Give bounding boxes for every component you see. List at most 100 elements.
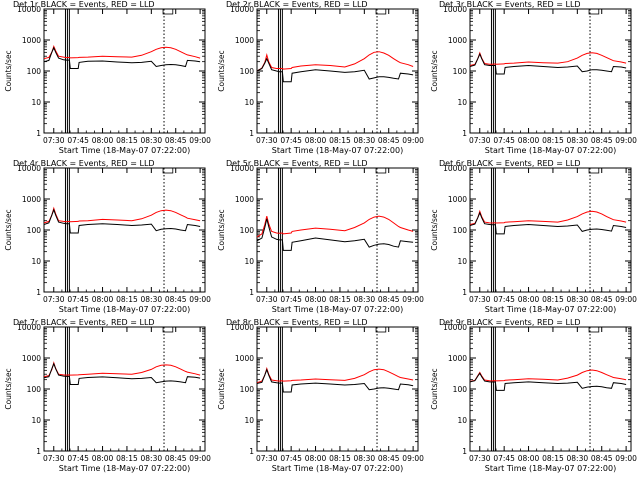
x-tick-label: 09:00: [189, 295, 211, 304]
x-tick-label: 07:30: [256, 136, 278, 145]
y-tick-label: 10000: [230, 323, 254, 332]
x-tick-label: 07:30: [469, 295, 491, 304]
x-tick-label: 08:45: [378, 295, 400, 304]
attenuator-marker: [375, 8, 387, 15]
y-tick-label: 10000: [443, 5, 467, 14]
panel-1: Det 1r BLACK = Events, RED = LLD 1 10 100 10…: [4, 0, 211, 155]
y-axis-label: Counts/sec: [430, 368, 439, 409]
y-tick-label: 1000: [235, 195, 254, 204]
x-tick-label: 08:15: [116, 454, 138, 463]
y-tick-label: 10000: [230, 5, 254, 14]
x-axis-label: Start Time (18-May-07 07:22:00): [272, 146, 403, 155]
y-tick-label: 10000: [443, 323, 467, 332]
series-events-line: [43, 362, 201, 385]
y-tick-label: 1: [462, 447, 467, 456]
y-tick-label: 1000: [22, 195, 41, 204]
x-tick-label: 07:45: [67, 295, 89, 304]
x-tick-label: 08:00: [305, 136, 327, 145]
x-tick-label: 08:45: [165, 454, 187, 463]
x-tick-label: 08:00: [518, 136, 540, 145]
attenuator-marker: [162, 8, 174, 15]
y-axis-label: Counts/sec: [217, 209, 226, 250]
y-tick-label: 100: [27, 226, 42, 235]
y-tick-label: 10: [31, 257, 41, 266]
series-lld-line: [43, 206, 201, 224]
x-axis-label: Start Time (18-May-07 07:22:00): [59, 146, 190, 155]
x-tick-label: 08:15: [116, 136, 138, 145]
panel-title: Det 1r BLACK = Events, RED = LLD: [13, 0, 155, 9]
x-tick-label: 08:30: [354, 454, 376, 463]
y-tick-label: 1: [249, 288, 254, 297]
x-tick-label: 07:45: [280, 136, 302, 145]
y-axis-label: Counts/sec: [430, 50, 439, 91]
panel-7: Det 7r BLACK = Events, RED = LLD 1 10 100 10…: [4, 318, 211, 473]
x-tick-label: 08:45: [591, 295, 613, 304]
y-tick-label: 1: [36, 447, 41, 456]
x-tick-label: 08:00: [92, 295, 114, 304]
x-tick-label: 08:45: [591, 454, 613, 463]
panel-title: Det 9r BLACK = Events, RED = LLD: [439, 318, 581, 327]
attenuator-marker: [375, 167, 387, 174]
series-events-line: [43, 208, 201, 234]
x-tick-label: 08:30: [567, 454, 589, 463]
x-tick-label: 07:30: [469, 454, 491, 463]
x-tick-label: 07:45: [67, 454, 89, 463]
plot-frame: [256, 8, 419, 134]
x-tick-label: 08:00: [518, 454, 540, 463]
x-tick-label: 09:00: [615, 454, 637, 463]
x-tick-label: 08:30: [141, 295, 163, 304]
y-tick-label: 10: [31, 98, 41, 107]
x-tick-label: 08:15: [329, 295, 351, 304]
series-events-line: [43, 46, 201, 69]
series-lld-line: [256, 215, 414, 238]
x-tick-label: 09:00: [402, 136, 424, 145]
panel-6: Det 6r BLACK = Events, RED = LLD 1 10 100 10…: [430, 159, 637, 314]
y-tick-label: 100: [453, 385, 468, 394]
x-tick-label: 08:30: [141, 136, 163, 145]
x-tick-label: 07:30: [43, 136, 65, 145]
series-lld-line: [469, 209, 627, 225]
x-tick-label: 09:00: [189, 136, 211, 145]
panel-title: Det 7r BLACK = Events, RED = LLD: [13, 318, 155, 327]
panel-8: Det 8r BLACK = Events, RED = LLD 1 10 100 10…: [217, 318, 424, 473]
series-lld-line: [256, 366, 414, 384]
x-tick-label: 07:45: [493, 454, 515, 463]
series-events-line: [469, 211, 627, 235]
y-tick-label: 100: [27, 67, 42, 76]
y-tick-label: 1000: [22, 354, 41, 363]
x-tick-label: 08:30: [567, 295, 589, 304]
y-tick-label: 10: [457, 98, 467, 107]
y-tick-label: 10000: [17, 164, 41, 173]
x-tick-label: 07:30: [256, 295, 278, 304]
y-axis-label: Counts/sec: [4, 50, 13, 91]
x-tick-label: 07:45: [493, 136, 515, 145]
y-axis-label: Counts/sec: [217, 50, 226, 91]
y-tick-label: 1: [462, 129, 467, 138]
x-tick-label: 08:00: [518, 295, 540, 304]
y-tick-label: 10: [31, 416, 41, 425]
x-tick-label: 09:00: [615, 136, 637, 145]
attenuator-marker: [588, 167, 600, 174]
x-tick-label: 07:45: [67, 136, 89, 145]
panel-2: Det 2r BLACK = Events, RED = LLD 1 10 100 10…: [217, 0, 424, 155]
x-axis-label: Start Time (18-May-07 07:22:00): [272, 305, 403, 314]
x-tick-label: 08:15: [542, 295, 564, 304]
x-tick-label: 08:45: [591, 136, 613, 145]
panel-title: Det 2r BLACK = Events, RED = LLD: [226, 0, 368, 9]
x-axis-label: Start Time (18-May-07 07:22:00): [485, 146, 616, 155]
attenuator-marker: [588, 8, 600, 15]
attenuator-marker: [588, 326, 600, 333]
series-events-line: [469, 52, 627, 75]
series-events-line: [256, 218, 414, 251]
y-tick-label: 1: [36, 288, 41, 297]
x-axis-label: Start Time (18-May-07 07:22:00): [59, 305, 190, 314]
y-tick-label: 1000: [448, 195, 467, 204]
x-tick-label: 08:45: [378, 136, 400, 145]
x-tick-label: 08:30: [141, 454, 163, 463]
x-tick-label: 08:15: [329, 454, 351, 463]
x-tick-label: 08:45: [165, 295, 187, 304]
y-tick-label: 100: [27, 385, 42, 394]
y-tick-label: 1000: [448, 354, 467, 363]
attenuator-marker: [162, 167, 174, 174]
panel-title: Det 8r BLACK = Events, RED = LLD: [226, 318, 368, 327]
